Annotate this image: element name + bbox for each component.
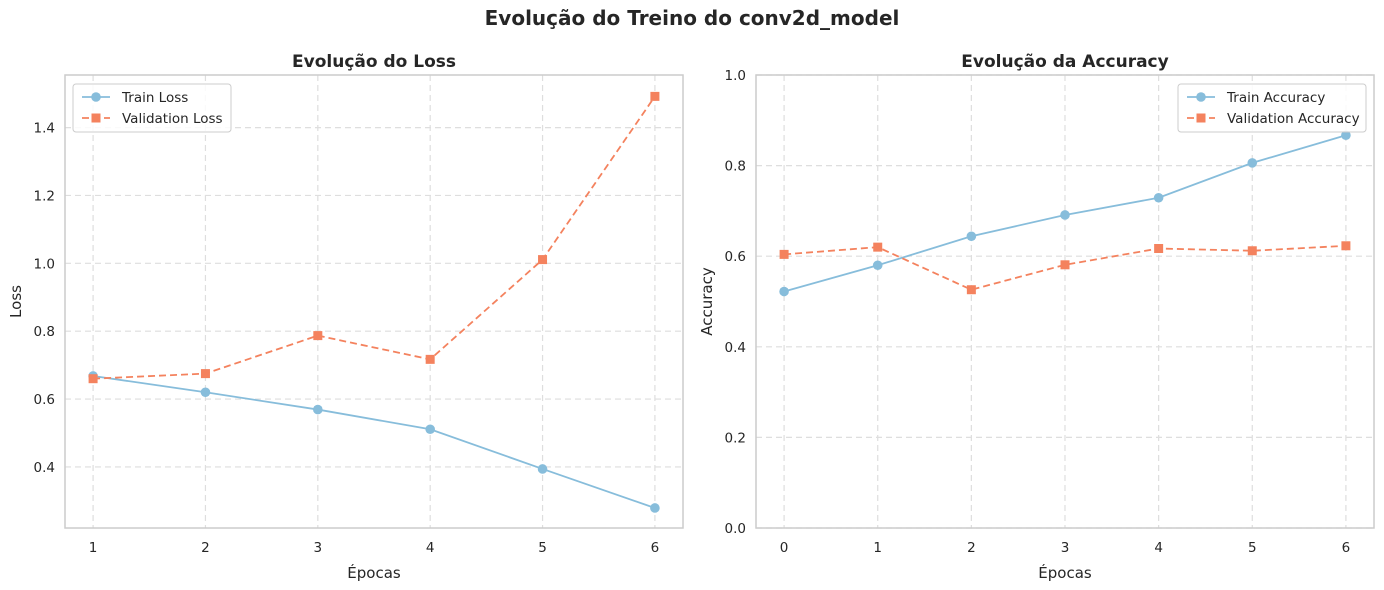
accuracy-chart-title: Evolução da Accuracy: [961, 52, 1168, 72]
accuracy-point-train: [1153, 192, 1164, 203]
accuracy-point-validation: [873, 242, 883, 252]
accuracy-legend: Train Accuracy Validation Accuracy: [1177, 83, 1367, 133]
loss-x-tick-label: 1: [89, 540, 98, 556]
loss-series-line-train: [92, 375, 656, 509]
accuracy-x-tick-label: 2: [967, 540, 976, 556]
loss-x-tick-label: 4: [426, 540, 435, 556]
accuracy-legend-label: Validation Accuracy: [1227, 111, 1360, 127]
loss-series-line-validation: [93, 95, 656, 380]
loss-point-train: [200, 387, 211, 398]
accuracy-y-tick-label: 1.0: [725, 68, 746, 84]
loss-point-validation: [200, 369, 210, 379]
accuracy-legend-marker: [1196, 113, 1206, 123]
accuracy-legend-label: Train Accuracy: [1226, 90, 1325, 106]
accuracy-point-validation: [779, 249, 789, 259]
loss-y-axis-label: Loss: [7, 285, 25, 318]
loss-point-validation: [538, 255, 548, 265]
loss-point-validation: [425, 354, 435, 364]
accuracy-point-validation: [1154, 243, 1164, 253]
loss-x-tick-label: 3: [314, 540, 323, 556]
accuracy-y-tick-label: 0.4: [725, 340, 746, 356]
accuracy-point-validation: [1060, 260, 1070, 270]
accuracy-point-validation: [1247, 246, 1257, 256]
accuracy-point-train: [779, 286, 789, 297]
accuracy-x-tick-label: 0: [780, 540, 789, 556]
accuracy-y-tick-label: 0.0: [725, 521, 746, 537]
accuracy-point-train: [872, 260, 883, 271]
accuracy-legend-box: [1177, 83, 1367, 133]
loss-legend-marker: [91, 92, 101, 102]
loss-y-tick-label: 1.0: [34, 256, 55, 272]
loss-point-validation: [88, 374, 98, 384]
loss-x-tick-label: 5: [538, 540, 547, 556]
accuracy-point-train: [966, 231, 977, 242]
accuracy-axes-frame: [755, 74, 1375, 529]
loss-legend-label: Validation Loss: [122, 111, 223, 127]
accuracy-point-train: [1247, 158, 1258, 168]
accuracy-point-validation: [966, 285, 976, 295]
accuracy-x-tick-label: 4: [1154, 540, 1163, 556]
loss-legend-label: Train Loss: [121, 90, 188, 106]
accuracy-point-train: [1060, 210, 1070, 220]
accuracy-y-tick-label: 0.2: [725, 430, 746, 446]
accuracy-point-train: [1341, 130, 1351, 141]
loss-x-tick-label: 6: [651, 540, 660, 556]
accuracy-y-tick-label: 0.6: [725, 249, 746, 265]
loss-point-train: [313, 404, 323, 415]
loss-legend-box: [72, 83, 232, 133]
accuracy-x-tick-label: 3: [1061, 540, 1070, 556]
accuracy-point-validation: [1341, 241, 1351, 251]
loss-y-tick-label: 1.2: [34, 188, 55, 204]
loss-y-tick-label: 0.8: [34, 324, 55, 340]
loss-y-tick-label: 0.4: [34, 460, 55, 476]
loss-chart: 1 2 3 4 5 6 0.4 0.6 0.8 1.0 1.2 1.4 Evolução do Loss…: [7, 52, 684, 582]
loss-y-tick-label: 1.4: [34, 121, 55, 137]
loss-point-validation: [650, 91, 660, 101]
accuracy-chart: 0 1 2 3 4 5 6 0.0 0.2 0.4 0.6 0.8 1.0 Evolução da Acc…: [698, 52, 1375, 582]
loss-point-train: [425, 424, 435, 435]
loss-legend: Train Loss Validation Loss: [72, 83, 232, 133]
accuracy-y-axis-label: Accuracy: [698, 267, 716, 336]
figure-title: Evolução do Treino do conv2d_model: [485, 6, 900, 30]
accuracy-x-tick-label: 1: [873, 540, 882, 556]
loss-point-train: [650, 503, 660, 513]
loss-y-tick-label: 0.6: [34, 392, 55, 408]
loss-x-tick-label: 2: [201, 540, 210, 556]
accuracy-x-axis-label: Épocas: [1038, 563, 1092, 582]
loss-point-validation: [313, 331, 323, 341]
loss-axes-frame: [64, 74, 684, 529]
accuracy-y-tick-label: 0.8: [725, 159, 746, 175]
loss-legend-marker: [91, 113, 101, 123]
loss-point-train: [537, 464, 548, 474]
accuracy-x-tick-label: 6: [1342, 540, 1351, 556]
loss-chart-title: Evolução do Loss: [292, 52, 456, 72]
loss-x-axis-label: Épocas: [347, 563, 401, 582]
accuracy-legend-marker: [1196, 92, 1206, 102]
accuracy-x-tick-label: 5: [1248, 540, 1257, 556]
